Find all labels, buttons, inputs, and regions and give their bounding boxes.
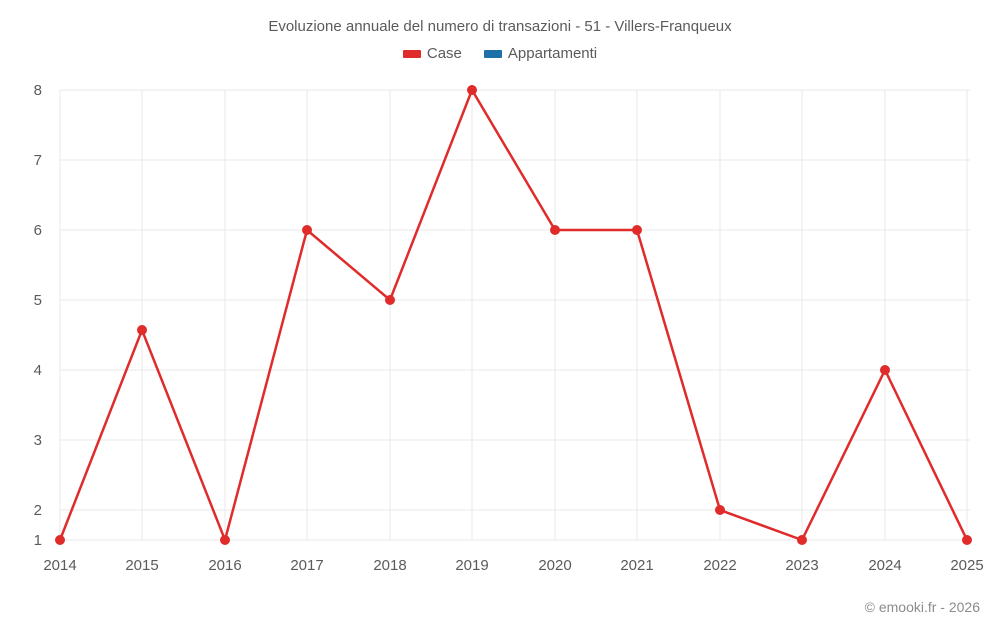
y-tick-8: 8 xyxy=(34,82,42,99)
case-point-2023[interactable] xyxy=(797,535,807,545)
x-tick-2024[interactable]: 2024 xyxy=(868,557,901,574)
case-point-2024[interactable] xyxy=(880,365,890,375)
case-point-2021[interactable] xyxy=(632,225,642,235)
y-tick-5: 5 xyxy=(34,292,42,309)
case-line-series[interactable] xyxy=(60,90,967,540)
x-axis-labels: 2014 2015 2016 2017 2018 2019 2020 2021 … xyxy=(43,557,983,574)
x-tick-2023[interactable]: 2023 xyxy=(785,557,818,574)
case-point-2022[interactable] xyxy=(715,505,725,515)
plot-area[interactable]: 8 7 6 5 4 3 2 1 2014 2015 2016 2017 2018… xyxy=(30,70,970,560)
horizontal-gridlines xyxy=(60,90,970,540)
y-tick-7: 7 xyxy=(34,152,42,169)
case-point-2015[interactable] xyxy=(137,325,147,335)
legend-item-case[interactable]: Case xyxy=(403,45,462,62)
case-point-2014[interactable] xyxy=(55,535,65,545)
legend-label-case: Case xyxy=(427,45,462,62)
x-tick-2015[interactable]: 2015 xyxy=(125,557,158,574)
x-tick-2019[interactable]: 2019 xyxy=(455,557,488,574)
y-axis-labels: 8 7 6 5 4 3 2 1 xyxy=(34,82,42,549)
case-point-2019[interactable] xyxy=(467,85,477,95)
x-tick-2016[interactable]: 2016 xyxy=(208,557,241,574)
x-tick-2017[interactable]: 2017 xyxy=(290,557,323,574)
x-tick-2022[interactable]: 2022 xyxy=(703,557,736,574)
legend-item-appartamenti[interactable]: Appartamenti xyxy=(484,45,597,62)
line-chart-svg[interactable]: 8 7 6 5 4 3 2 1 2014 2015 2016 2017 2018… xyxy=(30,70,970,560)
y-tick-3: 3 xyxy=(34,432,42,449)
chart-title: Evoluzione annuale del numero di transaz… xyxy=(0,0,1000,35)
chart-container: Evoluzione annuale del numero di transaz… xyxy=(0,0,1000,625)
appartamenti-legend-swatch xyxy=(484,50,502,58)
case-point-2025[interactable] xyxy=(962,535,972,545)
y-tick-2: 2 xyxy=(34,502,42,519)
x-tick-2025[interactable]: 2025 xyxy=(950,557,983,574)
case-point-2017[interactable] xyxy=(302,225,312,235)
case-point-2018[interactable] xyxy=(385,295,395,305)
footer-credit: © emooki.fr - 2026 xyxy=(865,599,980,615)
legend-label-appartamenti: Appartamenti xyxy=(508,45,597,62)
y-tick-4: 4 xyxy=(34,362,42,379)
x-tick-2014[interactable]: 2014 xyxy=(43,557,76,574)
x-tick-2020[interactable]: 2020 xyxy=(538,557,571,574)
y-tick-6: 6 xyxy=(34,222,42,239)
chart-legend: Case Appartamenti xyxy=(0,45,1000,62)
case-legend-swatch xyxy=(403,50,421,58)
vertical-gridlines xyxy=(60,90,967,540)
x-tick-2021[interactable]: 2021 xyxy=(620,557,653,574)
case-point-2016[interactable] xyxy=(220,535,230,545)
x-tick-2018[interactable]: 2018 xyxy=(373,557,406,574)
case-point-2020[interactable] xyxy=(550,225,560,235)
y-tick-1: 1 xyxy=(34,532,42,549)
